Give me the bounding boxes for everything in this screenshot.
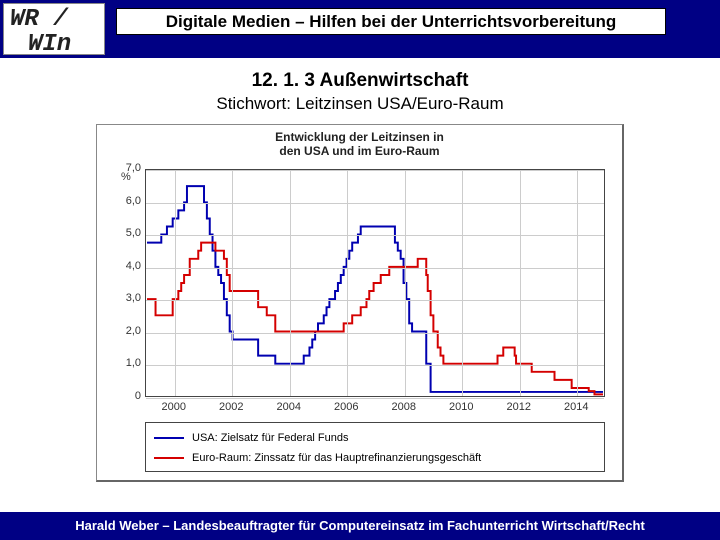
header-title: Digitale Medien – Hilfen bei der Unterri… [116, 8, 666, 35]
ytick: 2,0 [113, 325, 141, 337]
xtick: 2004 [259, 401, 319, 413]
logo-line1: WR / [10, 7, 98, 32]
xtick: 2014 [546, 401, 606, 413]
legend-label-usa: USA: Zielsatz für Federal Funds [192, 432, 349, 444]
chart-title: Entwicklung der Leitzinsen in den USA un… [97, 131, 622, 159]
series-svg [146, 170, 604, 396]
legend-label-euro: Euro-Raum: Zinssatz für das Hauptrefinan… [192, 452, 481, 464]
xtick: 2000 [144, 401, 204, 413]
chart-container: Entwicklung der Leitzinsen in den USA un… [96, 124, 624, 482]
header-bar: WR / WIn Digitale Medien – Hilfen bei de… [0, 0, 720, 58]
ytick: 1,0 [113, 357, 141, 369]
xtick: 2006 [316, 401, 376, 413]
ytick: 6,0 [113, 195, 141, 207]
ytick: 3,0 [113, 292, 141, 304]
xtick: 2012 [489, 401, 549, 413]
section-number: 12. 1. 3 Außenwirtschaft [0, 70, 720, 92]
plot-area [145, 169, 605, 397]
ytick: 7,0 [113, 162, 141, 174]
logo: WR / WIn [3, 3, 105, 55]
xtick: 2010 [431, 401, 491, 413]
ytick: 5,0 [113, 227, 141, 239]
ytick: 0 [113, 390, 141, 402]
legend: USA: Zielsatz für Federal Funds Euro-Rau… [145, 422, 605, 472]
legend-row-euro: Euro-Raum: Zinssatz für das Hauptrefinan… [154, 448, 596, 468]
xtick: 2002 [201, 401, 261, 413]
xtick: 2008 [374, 401, 434, 413]
legend-swatch-usa [154, 437, 184, 439]
section-keyword: Stichwort: Leitzinsen USA/Euro-Raum [0, 94, 720, 114]
chart-title-l1: Entwicklung der Leitzinsen in [275, 130, 444, 144]
series-usa [147, 186, 603, 392]
legend-swatch-euro [154, 457, 184, 459]
ytick: 4,0 [113, 260, 141, 272]
legend-row-usa: USA: Zielsatz für Federal Funds [154, 428, 596, 448]
chart-title-l2: den USA und im Euro-Raum [279, 144, 439, 158]
logo-line2: WIn [10, 32, 98, 57]
footer: Harald Weber – Landesbeauftragter für Co… [0, 512, 720, 540]
